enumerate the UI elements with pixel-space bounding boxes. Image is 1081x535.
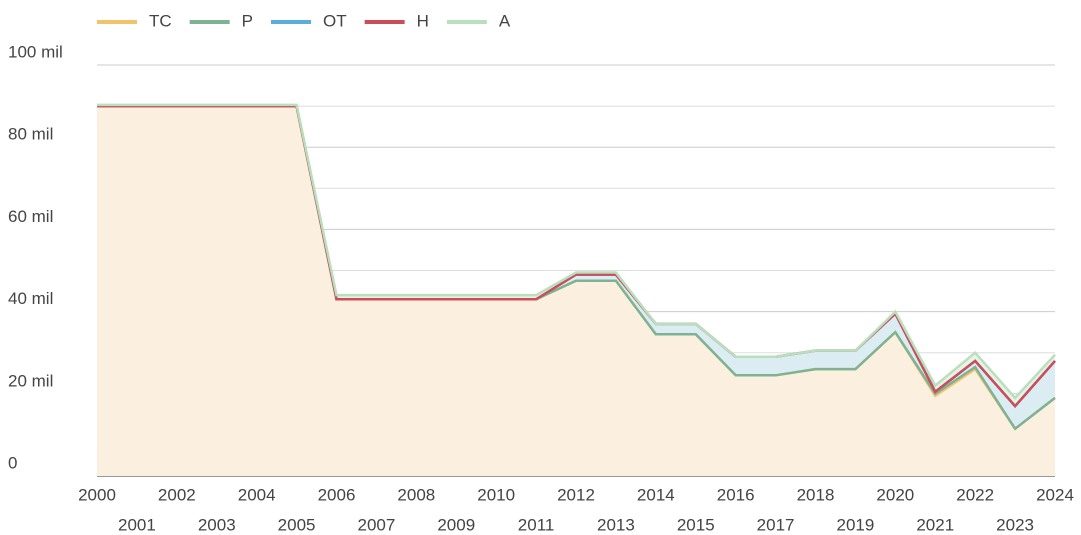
x-tick-label: 2013	[597, 515, 635, 534]
x-tick-label: 2011	[518, 515, 555, 534]
legend-label: A	[499, 11, 511, 30]
x-tick-label: 2007	[358, 515, 396, 534]
x-tick-label: 2017	[757, 515, 795, 534]
x-tick-label: 2012	[557, 485, 595, 504]
x-tick-label: 2014	[637, 485, 675, 504]
x-tick-label: 2023	[996, 515, 1034, 534]
x-tick-label: 2024	[1036, 485, 1074, 504]
legend-label: OT	[323, 11, 347, 30]
y-tick-label: 100 mil	[8, 42, 63, 61]
x-tick-label: 2005	[278, 515, 316, 534]
x-tick-label: 2008	[397, 485, 435, 504]
y-tick-label: 40 mil	[8, 289, 53, 308]
x-tick-label: 2021	[916, 515, 954, 534]
x-tick-label: 2009	[437, 515, 475, 534]
x-tick-label: 2019	[837, 515, 875, 534]
x-tick-label: 2006	[318, 485, 356, 504]
legend-label: H	[417, 11, 429, 30]
x-tick-label: 2001	[118, 515, 156, 534]
y-tick-label: 60 mil	[8, 207, 53, 226]
x-tick-label: 2004	[238, 485, 276, 504]
y-tick-label: 80 mil	[8, 125, 53, 144]
series-line	[97, 103, 1056, 400]
area-fill	[97, 106, 1055, 476]
x-tick-label: 2022	[956, 485, 994, 504]
x-tick-label: 2020	[876, 485, 914, 504]
x-tick-label: 2010	[477, 485, 515, 504]
y-tick-label: 20 mil	[8, 371, 53, 390]
x-tick-label: 2015	[677, 515, 715, 534]
x-tick-label: 2002	[158, 485, 196, 504]
x-tick-label: 2000	[78, 485, 116, 504]
legend-label: P	[242, 11, 253, 30]
y-tick-label: 0	[8, 453, 17, 472]
x-tick-label: 2018	[797, 485, 835, 504]
x-tick-label: 2016	[717, 485, 755, 504]
x-tick-label: 2003	[198, 515, 236, 534]
legend-label: TC	[149, 11, 172, 30]
